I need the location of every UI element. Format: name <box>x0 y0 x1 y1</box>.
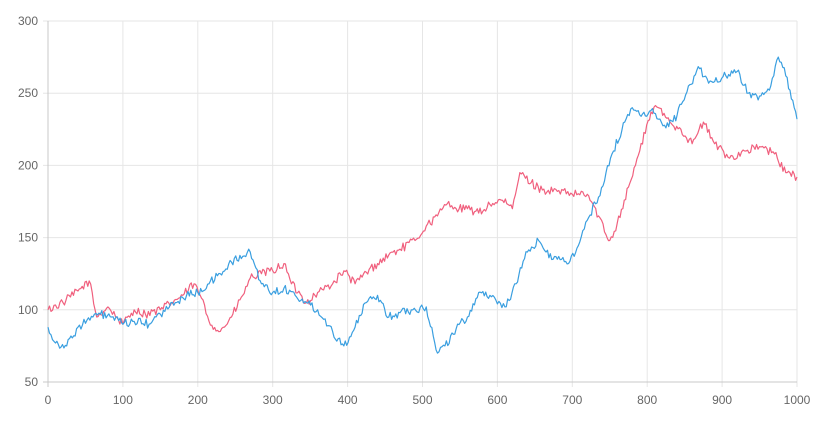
x-tick-label: 400 <box>338 393 358 407</box>
x-tick-label: 300 <box>263 393 283 407</box>
x-tick-label: 500 <box>412 393 432 407</box>
y-tick-label: 200 <box>18 158 38 172</box>
y-tick-label: 150 <box>18 231 38 245</box>
x-tick-label: 1000 <box>784 393 811 407</box>
series-line-2 <box>47 56 798 354</box>
x-tick-label: 600 <box>487 393 507 407</box>
x-tick-label: 200 <box>188 393 208 407</box>
series-group <box>47 56 798 354</box>
y-tick-label: 50 <box>25 375 39 389</box>
grid <box>43 20 798 387</box>
x-tick-label: 0 <box>45 393 52 407</box>
tick-labels: 0 100 200 300 400 500 600 700 800 900 1000 50 100 150… <box>18 14 811 407</box>
axes <box>43 21 797 387</box>
x-tick-label: 900 <box>712 393 732 407</box>
y-tick-label: 250 <box>18 86 38 100</box>
y-tick-label: 100 <box>18 303 38 317</box>
series-line-1 <box>47 104 798 333</box>
x-tick-label: 800 <box>637 393 657 407</box>
x-tick-label: 700 <box>562 393 582 407</box>
x-tick-label: 100 <box>113 393 133 407</box>
y-tick-label: 300 <box>18 14 38 28</box>
